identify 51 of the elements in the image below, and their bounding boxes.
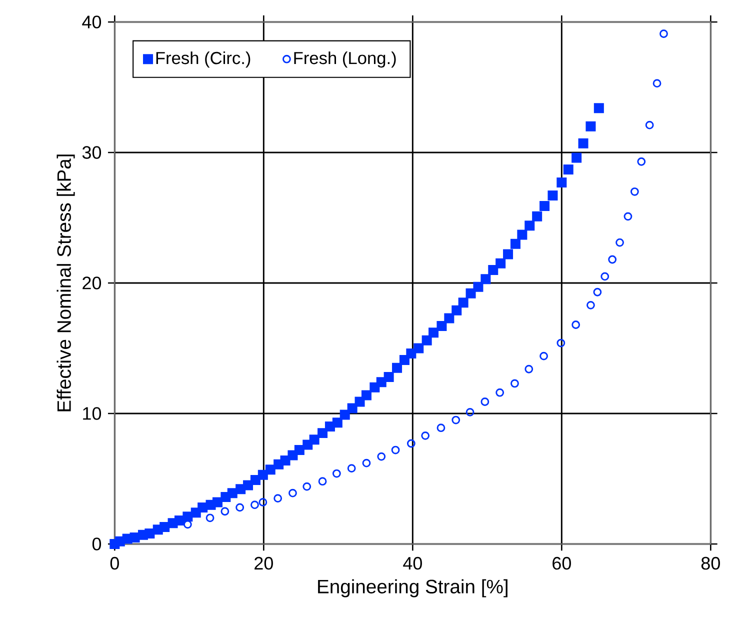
y-tick-label: 10 [83, 407, 102, 420]
point [496, 388, 504, 397]
point [258, 498, 268, 506]
point [452, 416, 460, 424]
point [637, 157, 646, 166]
y-tick-label: 0 [92, 538, 102, 550]
point [645, 120, 654, 130]
y-axis-title: Effective Nominal Stress [kPa] [56, 154, 75, 412]
point [660, 30, 668, 38]
x-tick-label: 80 [701, 556, 720, 570]
point [250, 500, 259, 510]
point [288, 488, 297, 498]
point [347, 464, 356, 472]
point [274, 494, 282, 503]
point [318, 477, 327, 486]
point [652, 79, 662, 88]
x-tick-label: 60 [552, 556, 571, 570]
legend-label: Fresh (Circ.) [156, 51, 250, 68]
point [608, 255, 617, 264]
point [206, 514, 214, 522]
x-tick-label: 0 [110, 556, 119, 570]
point [524, 364, 534, 374]
y-tick-label: 20 [82, 276, 102, 290]
point [624, 212, 632, 221]
point [302, 482, 312, 491]
legend-label: Fresh (Long.) [294, 51, 396, 68]
point [332, 469, 341, 478]
point [556, 338, 566, 348]
point [406, 439, 416, 448]
x-axis-title: Engineering Strain [%] [318, 579, 508, 598]
point [220, 507, 230, 516]
point [593, 288, 602, 296]
point [421, 431, 430, 440]
point [586, 300, 595, 310]
point [572, 320, 580, 329]
point [362, 458, 371, 468]
point [436, 424, 446, 432]
point [480, 398, 490, 406]
point [466, 408, 474, 416]
point [540, 352, 548, 360]
point [510, 379, 519, 388]
point [630, 187, 639, 196]
point [377, 452, 386, 461]
x-tick-label: 20 [254, 556, 273, 570]
x-tick-label: 40 [403, 556, 422, 570]
point [391, 446, 400, 454]
y-tick-label: 30 [82, 146, 102, 159]
point [616, 238, 624, 247]
y-tick-label: 40 [82, 16, 102, 28]
point [600, 272, 610, 281]
point [236, 503, 244, 512]
